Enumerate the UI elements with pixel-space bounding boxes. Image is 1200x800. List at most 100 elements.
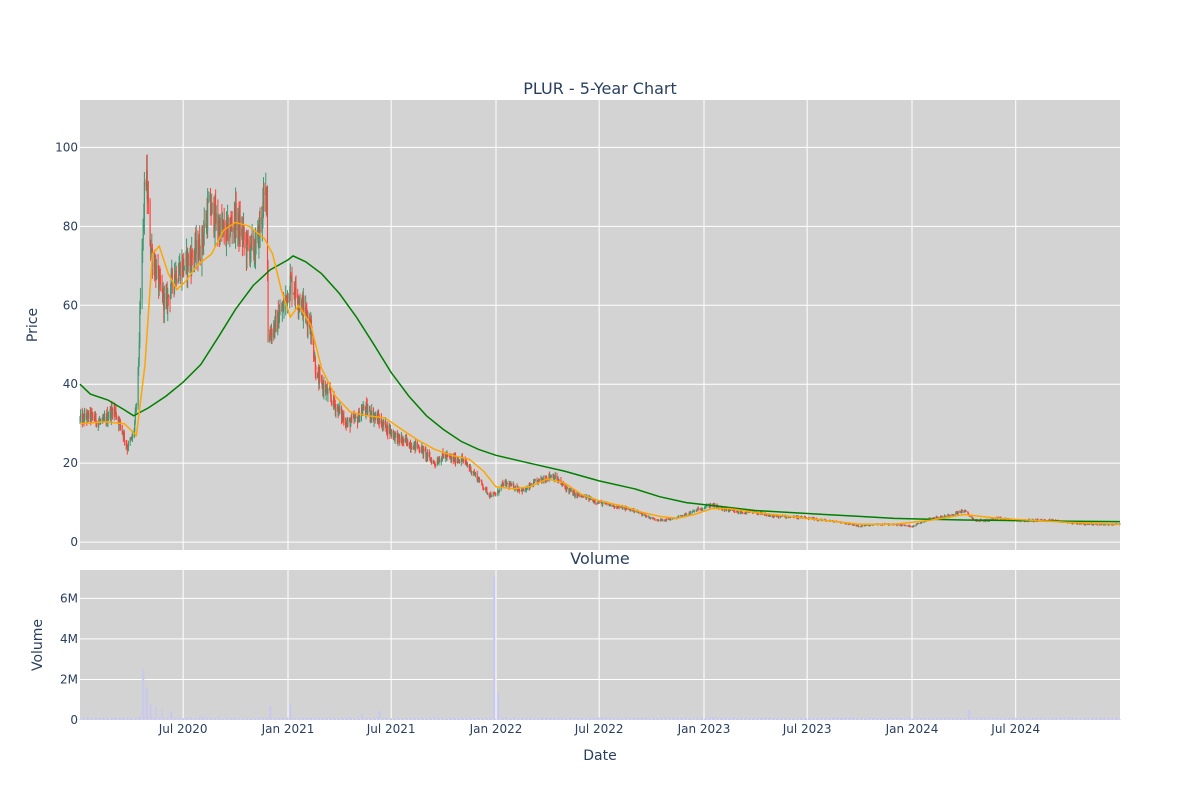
volume-bar — [661, 717, 663, 720]
candle-body — [705, 506, 707, 508]
candle-body — [227, 217, 229, 227]
candle-body — [193, 254, 196, 260]
candle-body — [433, 461, 435, 463]
volume-bar — [104, 718, 106, 720]
volume-bar — [584, 718, 586, 720]
candle-body — [462, 460, 464, 462]
volume-bar — [757, 718, 759, 720]
candle-body — [171, 270, 173, 275]
volume-bar — [957, 717, 959, 720]
candle-body — [947, 514, 950, 516]
volume-bar — [949, 718, 951, 720]
volume-bar — [1055, 717, 1057, 720]
volume-bar — [346, 719, 348, 720]
volume-bar — [1037, 718, 1039, 720]
volume-bar — [1040, 718, 1042, 720]
candle-body — [439, 459, 441, 463]
volume-bar — [548, 718, 550, 720]
volume-bar — [219, 717, 221, 720]
volume-bar — [648, 719, 650, 720]
candle-body — [628, 508, 630, 510]
candle-body — [856, 525, 858, 527]
candle-body — [210, 213, 212, 216]
volume-bar — [122, 718, 124, 720]
candle-body — [817, 520, 820, 521]
candle-body — [704, 507, 706, 509]
volume-bar — [705, 717, 707, 720]
volume-bar — [338, 717, 340, 720]
candle-body — [911, 526, 913, 528]
candle-body — [150, 248, 152, 254]
volume-bar — [335, 718, 337, 720]
volume-bar — [920, 718, 922, 720]
volume-bar — [383, 717, 385, 720]
candle-body — [175, 269, 177, 283]
volume-bar — [1025, 718, 1027, 720]
candle-body — [323, 384, 325, 393]
candle-body — [596, 502, 598, 504]
volume-bar — [887, 718, 889, 720]
volume-bar — [249, 718, 251, 720]
candle-body — [900, 524, 902, 526]
candle-body — [868, 524, 870, 526]
candle-body — [273, 325, 275, 332]
candle-body — [741, 512, 743, 514]
candle-body — [86, 412, 88, 420]
candle-body — [521, 489, 523, 492]
candle-body — [605, 502, 607, 504]
candle-body — [473, 472, 475, 474]
volume-bar — [334, 718, 336, 720]
volume-bar — [586, 718, 588, 720]
volume-bar — [985, 718, 987, 720]
candle-body — [461, 457, 463, 462]
volume-bar — [127, 717, 129, 720]
volume-bar — [529, 717, 531, 720]
candle-body — [306, 316, 308, 328]
volume-tick-label: 6M — [60, 591, 78, 605]
candle-body — [411, 446, 413, 449]
volume-bar — [912, 718, 914, 720]
x-ticks: Jul 2020 Jan 2021 Jul 2021 Jan 2022 Jul 2022… — [158, 722, 1040, 736]
volume-bar — [773, 718, 775, 720]
volume-bar — [860, 717, 862, 720]
volume-bar — [538, 718, 540, 720]
candle-body — [795, 515, 797, 517]
candle-body — [923, 521, 926, 523]
volume-bar — [325, 718, 327, 720]
candle-body — [578, 493, 580, 496]
volume-bar — [1039, 717, 1041, 720]
volume-bar — [597, 717, 599, 720]
volume-bar — [294, 718, 296, 720]
candle-body — [669, 518, 671, 520]
volume-bar — [582, 717, 584, 720]
volume-bar — [372, 718, 374, 720]
volume-bar — [388, 718, 390, 720]
candle-body — [497, 490, 499, 493]
volume-bar — [606, 718, 608, 720]
volume-bar — [285, 718, 287, 720]
candle-body — [1092, 524, 1094, 526]
volume-bar — [159, 718, 161, 720]
volume-bar — [646, 718, 648, 720]
volume-bar — [1083, 718, 1085, 720]
candle-body — [269, 333, 271, 336]
candle-body — [141, 248, 143, 300]
volume-bar — [947, 717, 949, 720]
volume-bar — [848, 718, 850, 720]
volume-bar — [967, 709, 969, 720]
candle-body — [657, 520, 659, 522]
x-axis-title: Date — [583, 748, 616, 764]
volume-bar — [1115, 717, 1117, 720]
volume-bar — [181, 718, 183, 720]
candle-body — [329, 389, 331, 393]
candle-body — [775, 515, 777, 517]
x-tick-label: Jul 2020 — [158, 722, 208, 736]
candle-body — [817, 520, 819, 521]
candle-body — [869, 524, 871, 527]
volume-bar — [333, 717, 335, 720]
candle-body — [566, 486, 568, 489]
candle-body — [398, 434, 400, 439]
volume-tick-label: 2M — [60, 672, 78, 686]
candle-body — [625, 507, 628, 509]
volume-bar — [649, 717, 651, 720]
